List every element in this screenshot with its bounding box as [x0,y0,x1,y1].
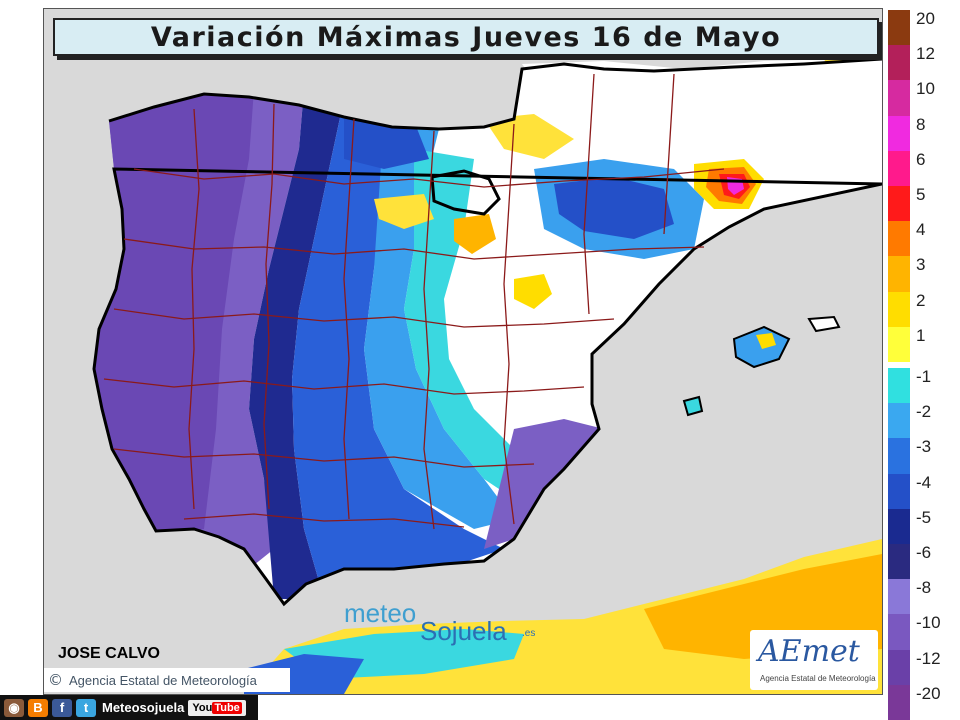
watermark-sojuela: Sojuela [420,616,507,646]
social-account-name[interactable]: Meteosojuela [102,700,185,715]
legend-label-neg-4: -5 [916,507,932,527]
legend-swatch-pos-3 [888,115,910,151]
legend-swatch-pos-8 [888,291,910,327]
color-legend: 20 12 10 8 6 5 4 3 2 1 -1 -2 -3 -4 -5 -6 -8 -10 -12 -20 [884,8,960,720]
legend-label-neg-9: -20 [916,683,941,703]
legend-swatch-pos-0 [888,10,910,46]
social-bar: ◉ B f t Meteosojuela You Tube [0,695,258,720]
youtube-label-tube: Tube [212,701,242,714]
map-area: Variación Máximas Jueves 16 de Mayo [43,8,883,695]
coastline [92,57,882,607]
twitter-icon[interactable]: t [76,698,96,717]
youtube-label-you: You [192,701,213,714]
legend-swatch-neg-7 [888,614,910,650]
legend-label-neg-5: -6 [916,543,932,562]
aemet-logo-subtitle: Agencia Estatal de Meteorología [760,674,876,683]
legend-swatch-neg-5 [888,544,910,580]
legend-swatch-neg-8 [888,649,910,685]
watermark-meteo: meteo [344,598,417,628]
map-title: Variación Máximas Jueves 16 de Mayo [150,21,782,53]
map-canvas [44,9,882,694]
legend-label-pos-4: 6 [916,149,926,169]
legend-swatch-neg-2 [888,438,910,474]
copyright-notice: © Agencia Estatal de Meteorología [44,668,290,692]
legend-label-pos-3: 8 [916,114,926,134]
legend-label-pos-8: 2 [916,290,926,310]
legend-swatch-neg-0 [888,368,910,404]
legend-label-neg-7: -10 [916,613,941,633]
instagram-icon[interactable]: ◉ [4,698,24,717]
legend-swatch-pos-6 [888,221,910,257]
legend-label-pos-6: 4 [916,220,926,240]
legend-label-neg-8: -12 [916,648,941,668]
legend-swatch-pos-4 [888,150,910,186]
legend-swatch-neg-3 [888,473,910,509]
title-banner: Variación Máximas Jueves 16 de Mayo [53,18,879,56]
la-rioja-outline [430,169,501,216]
aemet-logo-text: AEmet [758,634,860,669]
legend-label-pos-5: 5 [916,185,926,204]
facebook-icon[interactable]: f [52,698,72,717]
legend-swatch-pos-2 [888,80,910,116]
menorca [807,315,841,333]
author-credit: JOSE CALVO [58,645,160,662]
legend-swatch-neg-9 [888,684,910,720]
legend-swatch-neg-6 [888,579,910,615]
legend-label-neg-0: -1 [916,367,932,386]
province-borders [103,73,725,530]
legend-label-neg-6: -8 [916,578,932,598]
youtube-icon[interactable]: You Tube [188,699,246,716]
legend-label-neg-3: -4 [916,472,932,492]
legend-swatch-neg-4 [888,508,910,544]
ibiza [682,395,704,417]
copyright-text: Agencia Estatal de Meteorología [69,672,257,688]
legend-swatch-pos-7 [888,256,910,292]
meteosojuela-watermark: meteo Sojuela .es [344,598,554,648]
legend-label-neg-1: -2 [916,402,932,422]
peninsula-field [94,59,882,604]
watermark-suffix: .es [522,628,536,639]
legend-label-pos-0: 20 [916,9,935,28]
legend-label-pos-7: 3 [916,255,926,275]
aemet-logo: AEmet Agencia Estatal de Meteorología [750,630,878,690]
legend-label-neg-2: -3 [916,437,932,457]
legend-swatch-neg-1 [888,403,910,439]
legend-label-pos-2: 10 [916,79,935,99]
legend-swatch-pos-5 [888,186,910,222]
legend-label-pos-9: 1 [916,325,926,345]
legend-label-pos-1: 12 [916,44,935,64]
copyright-icon: © [48,671,63,689]
blogger-icon[interactable]: B [28,698,48,717]
legend-swatch-pos-1 [888,45,910,81]
legend-swatch-pos-9 [888,326,910,362]
